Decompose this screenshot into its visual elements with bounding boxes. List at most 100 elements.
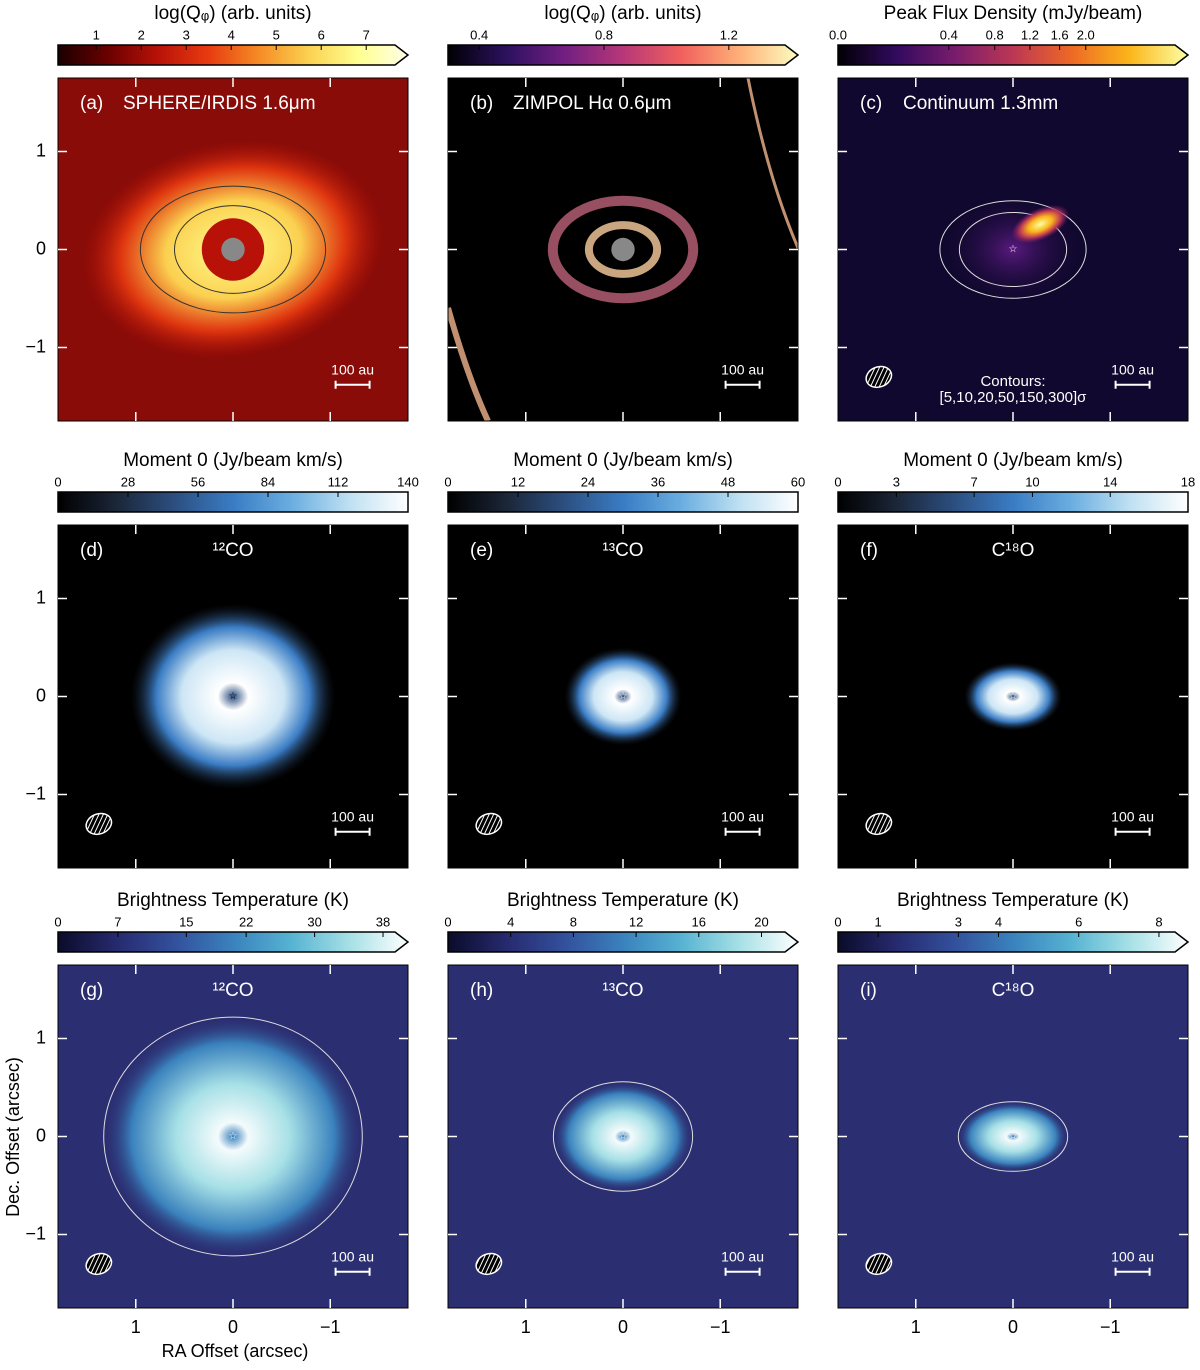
panel-letter: (h) xyxy=(470,980,493,1001)
spiral xyxy=(584,221,662,278)
colorbar-tick-label: 4 xyxy=(228,27,235,42)
star: ☆ xyxy=(229,1131,238,1142)
y-axis-label: Dec. Offset (arcsec) xyxy=(3,1057,23,1217)
panel-letter: (f) xyxy=(860,540,878,561)
ring xyxy=(174,205,292,294)
colorbar-label: log(Qᵩ) (arb. units) xyxy=(544,3,701,24)
colorbar xyxy=(837,44,1190,66)
x-tick-label: −1 xyxy=(710,1317,731,1337)
coronagraph xyxy=(611,237,635,262)
y-tick-label: 0 xyxy=(36,685,46,705)
y-tick-label: −1 xyxy=(25,783,46,803)
colorbar-label: Moment 0 (Jy/beam km/s) xyxy=(123,450,343,471)
y-tick-label: 0 xyxy=(36,1125,46,1145)
panel-letter: (d) xyxy=(80,540,103,561)
panel-letter: (g) xyxy=(80,980,103,1001)
scale-bar-label: 100 au xyxy=(721,361,764,377)
colorbar-tick-label: 7 xyxy=(970,474,977,489)
colorbar-tick-label: 12 xyxy=(629,914,643,929)
colorbar-tick-label: 0 xyxy=(444,474,451,489)
colorbar-tick-label: 84 xyxy=(261,474,275,489)
image xyxy=(58,965,408,1308)
colorbar-tick-label: 48 xyxy=(721,474,735,489)
colorbar xyxy=(57,491,409,513)
beam xyxy=(475,812,503,836)
x-tick-label: 0 xyxy=(1008,1317,1018,1337)
panel-letter: (i) xyxy=(860,980,877,1001)
y-tick-label: 1 xyxy=(36,1027,46,1047)
colorbar-tick-label: 3 xyxy=(183,27,190,42)
colorbar-tick-label: 56 xyxy=(191,474,205,489)
colorbar-tick-label: 1.2 xyxy=(720,27,738,42)
colorbar-tick-label: 112 xyxy=(328,474,349,489)
panel-title: ¹³CO xyxy=(602,980,643,1001)
beam xyxy=(85,1252,113,1276)
colorbar-label: Brightness Temperature (K) xyxy=(507,890,739,911)
artifact xyxy=(448,307,491,421)
colorbar-label: Brightness Temperature (K) xyxy=(897,890,1129,911)
panel-title: ¹²CO xyxy=(212,540,253,561)
x-tick-label: −1 xyxy=(320,1317,341,1337)
y-tick-label: 1 xyxy=(36,140,46,160)
colorbar-tick-label: 60 xyxy=(791,474,805,489)
colorbar-tick-label: 0 xyxy=(834,474,841,489)
colorbar-tick-label: 14 xyxy=(1103,474,1117,489)
colorbar-tick-label: 15 xyxy=(179,914,193,929)
contour xyxy=(552,1081,694,1192)
colorbar-tick-label: 2 xyxy=(138,27,145,42)
colorbar-tick-label: 4 xyxy=(995,914,1002,929)
panel-title: ¹³CO xyxy=(602,540,643,561)
colorbar-tick-label: 3 xyxy=(955,914,962,929)
panel-title: ¹²CO xyxy=(212,980,253,1001)
colorbar-tick-label: 1 xyxy=(875,914,882,929)
image xyxy=(448,525,798,868)
x-tick-label: −1 xyxy=(1100,1317,1121,1337)
panel-letter: (a) xyxy=(80,93,103,114)
disk xyxy=(106,1019,360,1254)
disk xyxy=(964,662,1062,731)
image xyxy=(58,525,408,868)
spiral xyxy=(547,195,699,304)
colorbar-tick-label: 38 xyxy=(376,914,390,929)
x-tick-label: 1 xyxy=(131,1317,141,1337)
colorbar-tick-label: 8 xyxy=(570,914,577,929)
panel-title: C¹⁸O xyxy=(992,980,1035,1001)
beam xyxy=(475,1252,503,1276)
colorbar-tick-label: 12 xyxy=(511,474,525,489)
contour xyxy=(957,1101,1069,1172)
colorbar-tick-label: 1 xyxy=(93,27,100,42)
colorbar-tick-label: 3 xyxy=(893,474,900,489)
x-tick-label: 0 xyxy=(228,1317,238,1337)
scale-bar-label: 100 au xyxy=(331,361,374,377)
contour xyxy=(958,211,1068,288)
beam xyxy=(865,1252,893,1276)
scale-bar-label: 100 au xyxy=(721,1248,764,1264)
panel-letter: (e) xyxy=(470,540,493,561)
y-tick-label: 0 xyxy=(36,238,46,258)
image xyxy=(448,78,798,421)
colorbar-tick-label: 2.0 xyxy=(1077,27,1095,42)
x-tick-label: 1 xyxy=(911,1317,921,1337)
colorbar-label: log(Qᵩ) (arb. units) xyxy=(154,3,311,24)
image xyxy=(838,965,1188,1308)
colorbar-tick-label: 0.4 xyxy=(470,27,488,42)
panel-title: C¹⁸O xyxy=(992,540,1035,561)
colorbar-tick-label: 0.8 xyxy=(986,27,1004,42)
colorbar-tick-label: 0.0 xyxy=(829,27,847,42)
panel-title: Continuum 1.3mm xyxy=(903,93,1058,114)
star: ☆ xyxy=(1009,1131,1018,1142)
scale-bar-label: 100 au xyxy=(721,808,764,824)
colorbar-tick-label: 1.6 xyxy=(1051,27,1069,42)
star: ☆ xyxy=(1009,691,1018,702)
colorbar xyxy=(837,931,1190,953)
artifact xyxy=(746,78,798,249)
x-tick-label: 0 xyxy=(618,1317,628,1337)
x-tick-label: 1 xyxy=(521,1317,531,1337)
colorbar xyxy=(447,931,800,953)
disk xyxy=(564,647,682,746)
colorbar-tick-label: 22 xyxy=(239,914,253,929)
colorbar-tick-label: 28 xyxy=(121,474,135,489)
colorbar-tick-label: 36 xyxy=(651,474,665,489)
scale-bar-label: 100 au xyxy=(331,1248,374,1264)
